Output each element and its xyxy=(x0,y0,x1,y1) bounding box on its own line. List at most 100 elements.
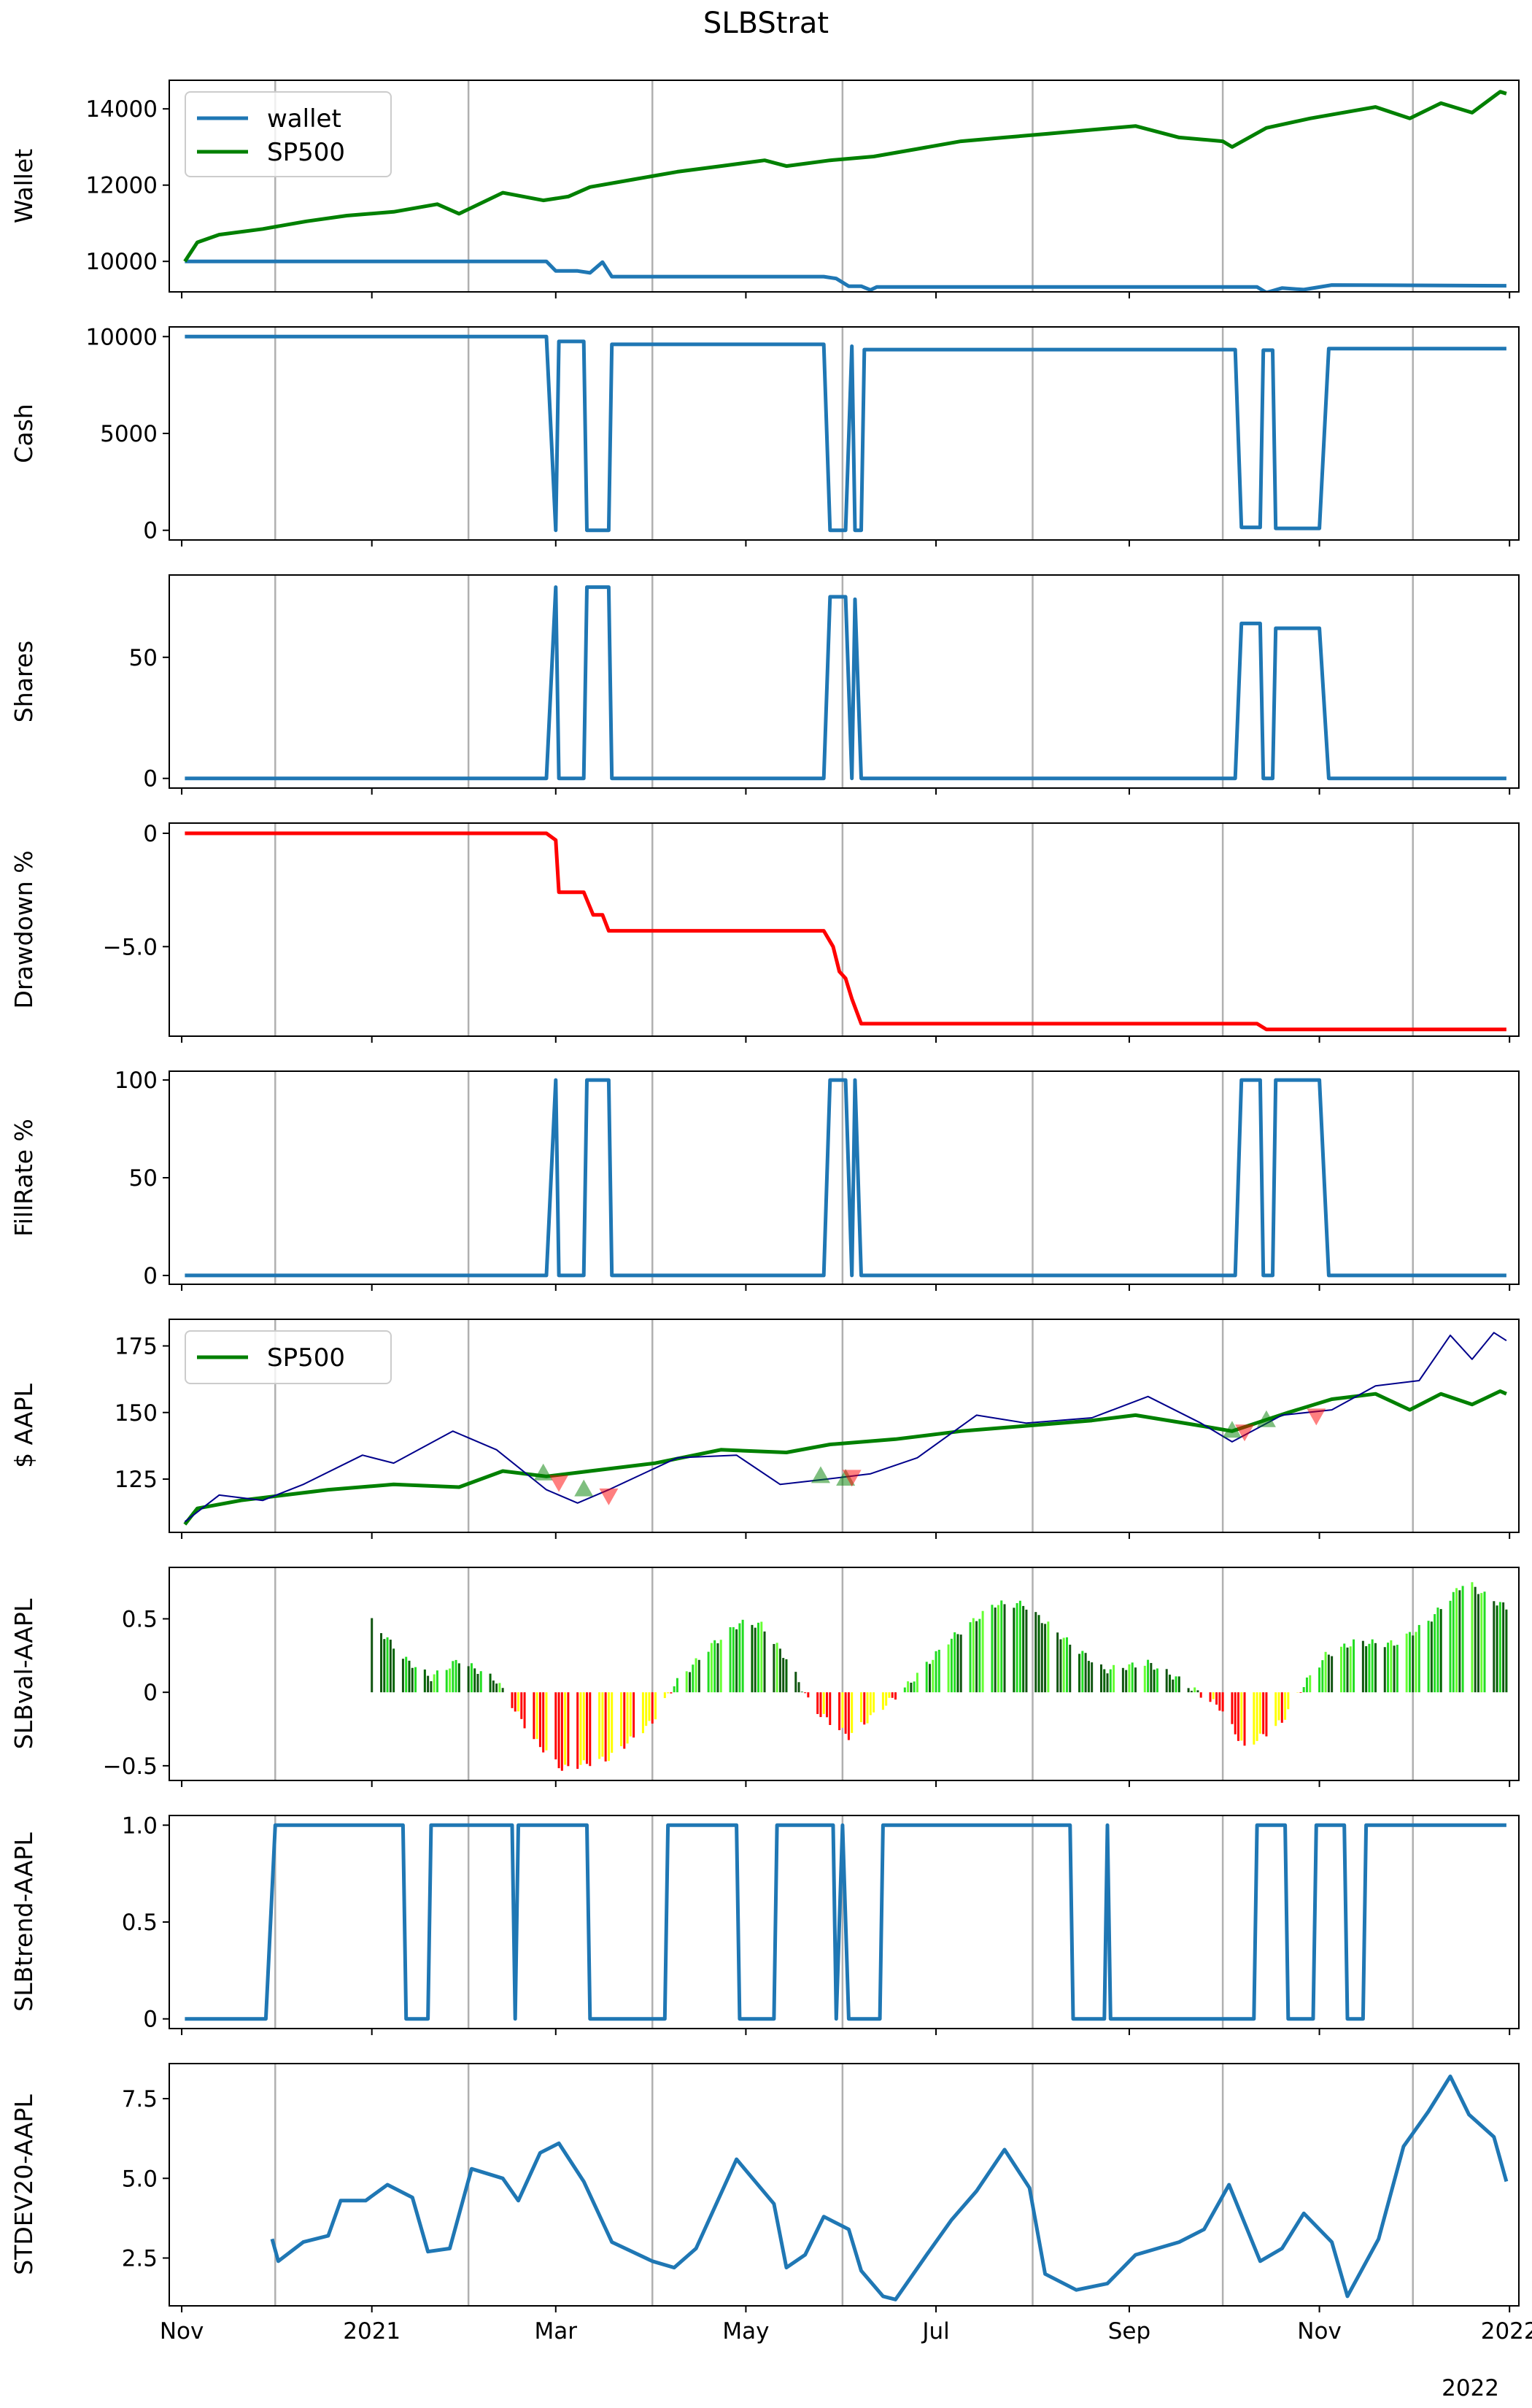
plot-area xyxy=(185,1823,1506,2021)
value-bar xyxy=(386,1637,389,1693)
value-bar xyxy=(910,1683,913,1693)
y-tick-label: 0.5 xyxy=(122,1910,158,1936)
value-bar xyxy=(1415,1632,1417,1693)
value-bar xyxy=(838,1692,841,1731)
series-line-sp500 xyxy=(183,90,1507,263)
value-bar xyxy=(735,1629,738,1693)
plot-area xyxy=(183,90,1507,292)
value-bar xyxy=(1065,1637,1068,1693)
y-axis-label: Shares xyxy=(9,641,38,722)
value-bar xyxy=(932,1659,935,1693)
value-bar xyxy=(408,1660,411,1693)
value-bar xyxy=(751,1624,754,1693)
value-bar xyxy=(866,1692,869,1724)
value-bar xyxy=(535,1692,538,1740)
y-tick-label: 0 xyxy=(143,766,158,792)
value-bar xyxy=(1022,1605,1025,1693)
y-tick-label: 12000 xyxy=(85,173,158,199)
panel-5: 0 50 100 FillRate % xyxy=(9,1068,1520,1291)
value-bar xyxy=(454,1659,457,1693)
value-bar xyxy=(975,1621,978,1693)
value-bar xyxy=(626,1692,629,1744)
value-bar xyxy=(716,1643,719,1693)
value-bar xyxy=(916,1672,918,1693)
value-bar xyxy=(623,1692,626,1749)
value-bar xyxy=(1480,1593,1483,1693)
value-bar xyxy=(773,1643,775,1693)
value-bar xyxy=(651,1692,654,1724)
legend-label: SP500 xyxy=(267,1343,345,1373)
value-bar xyxy=(844,1692,847,1734)
value-bar xyxy=(470,1663,473,1693)
value-bar xyxy=(1156,1668,1158,1693)
panel-6: 125 150 175 $ AAPL SP500 xyxy=(9,1319,1520,1539)
value-bar xyxy=(1221,1692,1224,1712)
value-bar xyxy=(1455,1588,1458,1693)
y-tick-label: 100 xyxy=(115,1068,158,1094)
series-line-value xyxy=(270,2075,1509,2301)
value-bar xyxy=(1436,1608,1439,1693)
value-bar xyxy=(1000,1600,1003,1693)
value-bar xyxy=(1018,1600,1021,1693)
value-bar xyxy=(1452,1591,1455,1693)
value-bar xyxy=(981,1610,984,1693)
value-bar xyxy=(1034,1612,1037,1693)
legend-label: wallet xyxy=(267,104,341,134)
figure-title: SLBStrat xyxy=(703,7,829,40)
plot-area xyxy=(183,1332,1507,1526)
value-bar xyxy=(903,1687,906,1693)
value-bar xyxy=(689,1672,692,1693)
value-bar xyxy=(542,1692,545,1753)
y-axis-label: SLBval-AAPL xyxy=(9,1598,38,1749)
value-bar xyxy=(1243,1692,1246,1746)
value-bar xyxy=(1087,1661,1090,1693)
value-bar xyxy=(545,1692,548,1751)
value-bar xyxy=(430,1680,433,1693)
value-bar xyxy=(1134,1667,1137,1693)
value-bar xyxy=(1449,1600,1452,1693)
y-tick-label: 150 xyxy=(115,1400,158,1427)
value-bar xyxy=(1361,1640,1364,1693)
value-bar xyxy=(1047,1621,1050,1693)
value-bar xyxy=(797,1682,800,1693)
value-bar xyxy=(1349,1646,1352,1693)
value-bar xyxy=(1412,1635,1415,1693)
value-bar xyxy=(1091,1662,1094,1693)
value-bar xyxy=(1343,1643,1346,1693)
value-bar xyxy=(1037,1615,1040,1693)
value-bar xyxy=(489,1673,492,1693)
buy-marker xyxy=(811,1466,830,1483)
value-bar xyxy=(620,1692,623,1747)
value-bar xyxy=(885,1692,888,1706)
value-bar xyxy=(567,1692,570,1767)
panel-8: 0 0.5 1.0 SLBtrend-AAPL xyxy=(9,1813,1520,2035)
y-tick-label: 2.5 xyxy=(122,2245,158,2272)
value-bar xyxy=(804,1692,807,1694)
value-bar xyxy=(517,1692,520,1712)
value-bar xyxy=(907,1681,910,1693)
value-bar xyxy=(713,1640,716,1693)
panel-1: 10000 12000 14000 Wallet wallet SP500 xyxy=(9,80,1520,298)
value-bar xyxy=(891,1692,894,1698)
axes-frame xyxy=(169,1567,1520,1781)
value-bar xyxy=(632,1692,635,1738)
value-bar xyxy=(1025,1609,1028,1693)
value-bar xyxy=(436,1670,438,1693)
value-bar xyxy=(841,1692,844,1728)
series-line-value xyxy=(185,831,1506,1032)
y-tick-label: 125 xyxy=(115,1467,158,1493)
value-bar xyxy=(819,1692,822,1718)
value-bar xyxy=(1309,1675,1312,1693)
value-bar xyxy=(629,1692,632,1737)
value-bar xyxy=(380,1633,383,1693)
value-bar xyxy=(1103,1669,1106,1693)
value-bar xyxy=(1013,1608,1015,1693)
value-bar xyxy=(414,1667,417,1693)
value-bar xyxy=(1405,1633,1408,1693)
series-line-aapl xyxy=(184,1332,1507,1523)
value-bar xyxy=(1474,1586,1477,1693)
value-bar xyxy=(925,1662,928,1693)
y-axis-label: Cash xyxy=(9,404,38,463)
value-bar xyxy=(452,1661,454,1693)
value-bar xyxy=(935,1651,937,1693)
